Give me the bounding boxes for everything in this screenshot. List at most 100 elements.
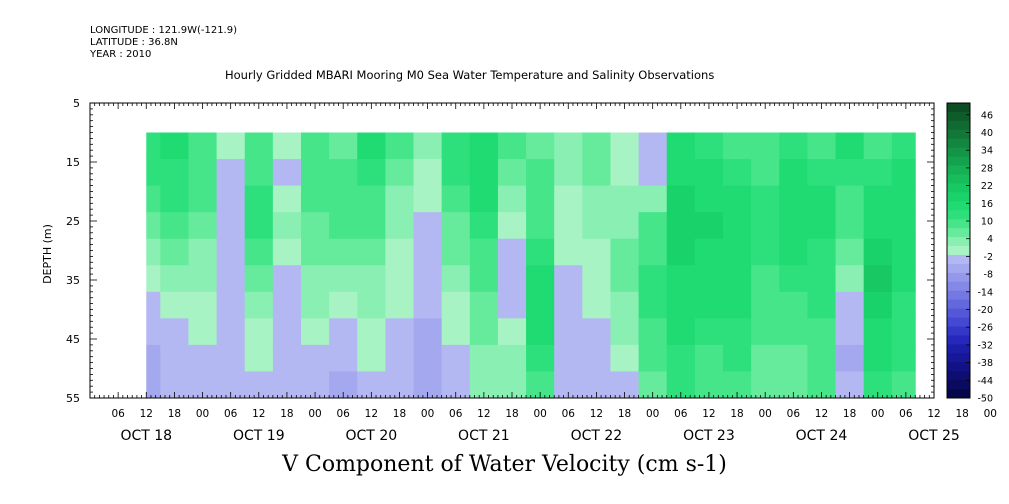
heatmap-cell <box>723 185 752 213</box>
heatmap-cell <box>638 291 668 319</box>
heatmap-cell <box>694 291 724 319</box>
heatmap-cell <box>146 185 161 213</box>
x-day-label: OCT 22 <box>571 428 623 444</box>
heatmap-cell <box>497 344 527 372</box>
colorbar-label: -8 <box>984 270 993 281</box>
colorbar-swatch <box>947 165 970 175</box>
heatmap-cell <box>807 212 837 240</box>
heatmap-cell <box>272 318 302 346</box>
heatmap-cell <box>694 185 724 213</box>
heatmap-cell <box>216 185 246 213</box>
colorbar-swatch <box>947 353 970 363</box>
heatmap-cell <box>666 291 696 319</box>
colorbar-label: -26 <box>977 323 993 334</box>
heatmap-cell <box>807 238 837 266</box>
heatmap-cell <box>638 318 668 346</box>
heatmap-cell <box>779 265 808 293</box>
colorbar-swatch <box>947 120 970 131</box>
heatmap-cell <box>835 291 865 319</box>
heatmap-cell <box>723 132 752 160</box>
heatmap-cell <box>891 344 916 372</box>
heatmap-cell <box>216 212 246 240</box>
heatmap-cell <box>723 159 752 187</box>
heatmap-cell <box>807 185 837 213</box>
colorbar-label: 40 <box>981 128 993 139</box>
heatmap-cell <box>666 265 696 293</box>
heatmap-cell <box>638 265 668 293</box>
colorbar-label: -32 <box>977 340 993 351</box>
colorbar-swatch <box>947 210 970 220</box>
x-tick-label: 12 <box>927 408 940 420</box>
heatmap-cell <box>216 132 246 160</box>
heatmap-cell <box>554 212 583 240</box>
heatmap-cell <box>497 132 527 160</box>
colorbar-swatch <box>947 192 970 202</box>
heatmap-cell <box>497 265 527 293</box>
heatmap-cell <box>216 265 246 293</box>
heatmap-cell <box>413 132 443 160</box>
heatmap-cell <box>582 344 611 372</box>
heatmap-cell <box>891 265 916 293</box>
colorbar-swatch <box>947 219 970 229</box>
colorbar-swatch <box>947 281 970 292</box>
heatmap-cell <box>188 185 218 213</box>
colorbar-swatch <box>947 308 970 318</box>
heatmap-cell <box>146 371 161 399</box>
heatmap-cell <box>244 185 274 213</box>
heatmap-cells <box>146 132 916 399</box>
heatmap-cell <box>272 344 302 372</box>
heatmap-cell <box>610 318 640 346</box>
heatmap-cell <box>694 238 724 266</box>
heatmap-cell <box>385 212 415 240</box>
heatmap-cell <box>638 344 668 372</box>
heatmap-cell <box>863 318 893 346</box>
heatmap-cell <box>301 212 330 240</box>
x-tick-label: 06 <box>449 408 463 420</box>
heatmap-cell <box>779 291 808 319</box>
heatmap-cell <box>694 212 724 240</box>
y-tick-label: 25 <box>66 215 80 228</box>
heatmap-cell <box>413 212 443 240</box>
heatmap-cell <box>582 159 611 187</box>
y-tick-label: 35 <box>66 274 80 287</box>
heatmap-cell <box>751 318 780 346</box>
heatmap-cell <box>329 212 358 240</box>
heatmap-cell <box>441 212 471 240</box>
heatmap-cell <box>160 212 189 240</box>
heatmap-cell <box>723 318 752 346</box>
heatmap-cell <box>188 265 218 293</box>
x-tick-label: 06 <box>787 408 801 420</box>
heatmap-cell <box>385 159 415 187</box>
heatmap-cell <box>216 318 246 346</box>
heatmap-cell <box>835 318 865 346</box>
heatmap-cell <box>666 185 696 213</box>
heatmap-cell <box>582 132 611 160</box>
x-tick-label: 00 <box>196 408 209 420</box>
heatmap-cell <box>610 212 640 240</box>
colorbar-swatch <box>947 183 970 193</box>
heatmap-cell <box>357 132 386 160</box>
heatmap-cell <box>863 238 893 266</box>
heatmap-cell <box>188 159 218 187</box>
heatmap-cell <box>413 265 443 293</box>
heatmap-cell <box>160 159 189 187</box>
x-tick-label: 18 <box>280 408 293 420</box>
heatmap-cell <box>807 265 837 293</box>
heatmap-cell <box>413 344 443 372</box>
heatmap-cell <box>779 185 808 213</box>
heatmap-cell <box>526 318 555 346</box>
heatmap-cell <box>497 212 527 240</box>
heatmap-cell <box>835 344 865 372</box>
heatmap-cell <box>244 132 274 160</box>
heatmap-cell <box>666 132 696 160</box>
heatmap-cell <box>160 344 189 372</box>
colorbar-label: -20 <box>977 305 993 316</box>
colorbar-swatch <box>947 138 970 149</box>
heatmap-cell <box>554 291 583 319</box>
heatmap-cell <box>301 291 330 319</box>
heatmap-cell <box>441 132 471 160</box>
heatmap-cell <box>441 265 471 293</box>
heatmap-cell <box>891 238 916 266</box>
heatmap-cell <box>835 132 865 160</box>
colorbar-swatch <box>947 129 970 140</box>
